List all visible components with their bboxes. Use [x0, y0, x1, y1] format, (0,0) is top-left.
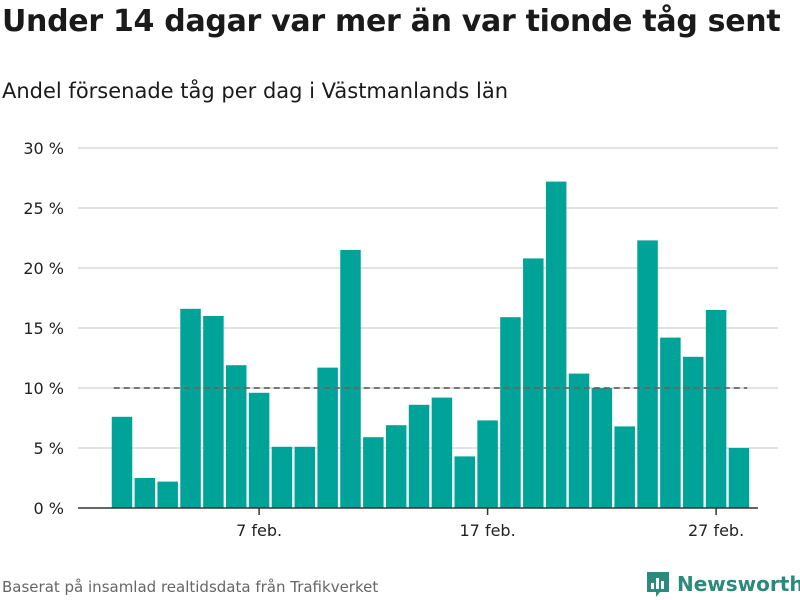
bar — [340, 250, 361, 508]
bar — [408, 404, 430, 508]
bar — [203, 316, 224, 508]
bar — [180, 308, 201, 508]
bar — [591, 388, 613, 508]
source-note: Baserat på insamlad realtidsdata från Tr… — [2, 578, 379, 596]
bar — [477, 420, 498, 508]
bar — [683, 356, 704, 508]
x-tick-label: 27 feb. — [688, 521, 744, 540]
y-tick-label: 0 % — [34, 499, 64, 518]
bar — [705, 310, 727, 508]
bar — [157, 481, 178, 508]
y-tick-label: 30 % — [23, 139, 64, 158]
chart-title: Under 14 dagar var mer än var tionde tåg… — [2, 4, 781, 39]
bar — [363, 437, 384, 508]
bar — [111, 416, 133, 508]
y-tick-label: 15 % — [23, 319, 64, 338]
bar — [134, 478, 156, 508]
bar — [385, 425, 407, 508]
chart-subtitle: Andel försenade tåg per dag i Västmanlan… — [2, 79, 509, 103]
brand-name: Newsworthy — [677, 572, 800, 596]
bar — [271, 446, 293, 508]
bar — [431, 397, 453, 508]
bar — [454, 456, 475, 508]
x-tick-label: 17 feb. — [460, 521, 516, 540]
bar — [545, 181, 567, 508]
bar — [317, 367, 338, 508]
y-tick-label: 25 % — [23, 199, 64, 218]
bar — [248, 392, 270, 508]
y-tick-label: 10 % — [23, 379, 64, 398]
brand-logo[interactable]: Newsworthy — [645, 570, 800, 598]
bar — [728, 448, 750, 508]
bar — [523, 258, 544, 508]
x-tick-label: 7 feb. — [236, 521, 282, 540]
bar — [614, 426, 635, 508]
y-tick-label: 20 % — [23, 259, 64, 278]
bar — [568, 373, 590, 508]
bar — [500, 317, 521, 508]
y-tick-label: 5 % — [34, 439, 64, 458]
bar — [637, 240, 658, 508]
bar — [226, 365, 247, 508]
bar — [294, 446, 316, 508]
bar — [660, 337, 681, 508]
newsworthy-logo-icon — [647, 572, 669, 597]
